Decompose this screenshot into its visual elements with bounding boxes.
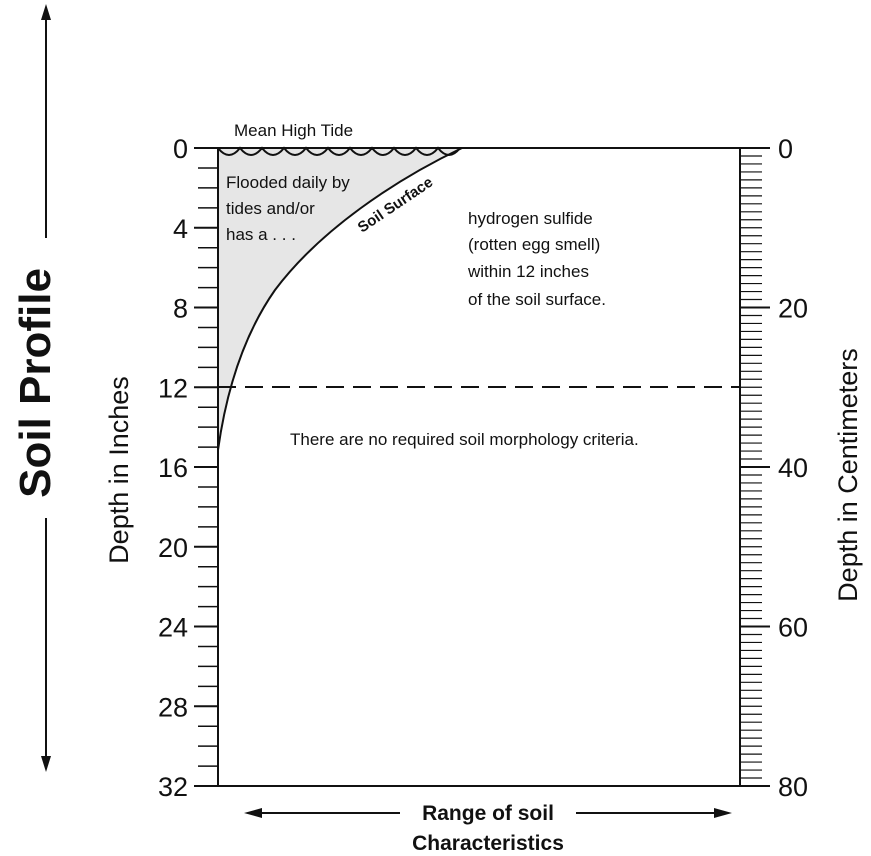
sulfide-text-line-2: (rotten egg smell) bbox=[468, 235, 600, 254]
left-tick-label: 24 bbox=[158, 613, 188, 643]
right-axis-ticks: 0 20 40 60 80 bbox=[740, 134, 808, 802]
left-tick-label: 0 bbox=[173, 134, 188, 164]
soil-profile-arrow bbox=[41, 4, 51, 772]
right-tick-label: 40 bbox=[778, 453, 808, 483]
right-tick-label: 0 bbox=[778, 134, 793, 164]
left-tick-label: 4 bbox=[173, 214, 188, 244]
left-tick-label: 16 bbox=[158, 453, 188, 483]
left-tick-label: 20 bbox=[158, 533, 188, 563]
left-axis-ticks: 0 4 8 12 16 20 24 28 32 bbox=[158, 134, 218, 802]
left-tick-label: 12 bbox=[158, 373, 188, 403]
no-criteria-text: There are no required soil morphology cr… bbox=[290, 430, 639, 449]
range-arrow bbox=[244, 808, 732, 818]
range-label-line-2: Characteristics bbox=[412, 832, 564, 855]
left-axis-label: Depth in Inches bbox=[104, 376, 134, 564]
sulfide-text-line-4: of the soil surface. bbox=[468, 290, 606, 309]
sulfide-text-line-3: within 12 inches bbox=[467, 262, 589, 281]
sulfide-text-line-1: hydrogen sulfide bbox=[468, 209, 593, 228]
flooded-text-line-2: tides and/or bbox=[226, 199, 315, 218]
soil-profile-title: Soil Profile bbox=[11, 268, 60, 498]
flooded-region bbox=[218, 148, 462, 450]
tide-waves bbox=[217, 146, 461, 156]
right-tick-label: 60 bbox=[778, 613, 808, 643]
left-tick-label: 8 bbox=[173, 294, 188, 324]
range-label-line-1: Range of soil bbox=[422, 802, 554, 825]
right-tick-label: 20 bbox=[778, 294, 808, 324]
left-tick-label: 28 bbox=[158, 692, 188, 722]
mean-high-tide-label: Mean High Tide bbox=[234, 121, 353, 140]
soil-surface-curve bbox=[217, 147, 463, 451]
right-axis-label: Depth in Centimeters bbox=[833, 348, 863, 602]
right-tick-label: 80 bbox=[778, 772, 808, 802]
flooded-text-line-1: Flooded daily by bbox=[226, 173, 350, 192]
left-tick-label: 32 bbox=[158, 772, 188, 802]
flooded-text-line-3: has a . . . bbox=[226, 225, 296, 244]
